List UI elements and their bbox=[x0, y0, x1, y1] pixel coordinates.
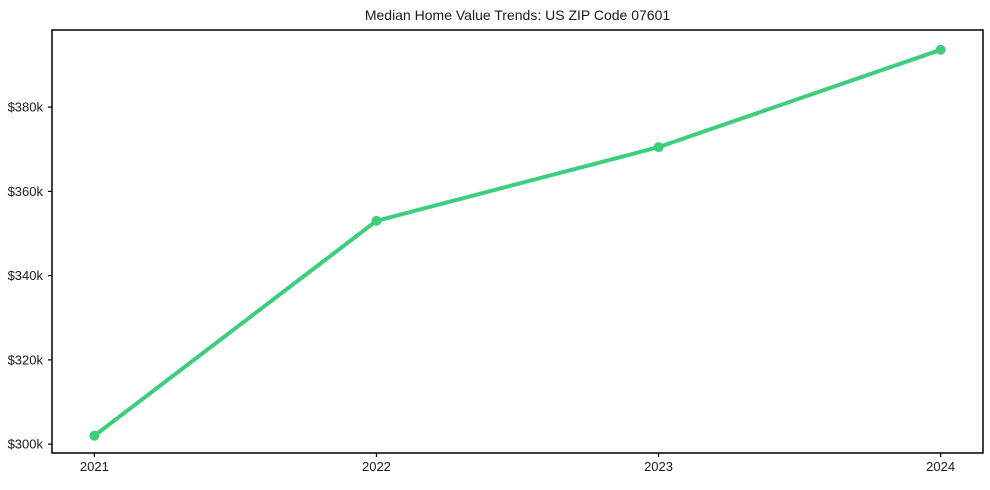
y-tick-label: $320k bbox=[8, 352, 44, 367]
data-point-marker bbox=[89, 430, 100, 441]
data-point-marker bbox=[653, 142, 664, 153]
y-tick-label: $300k bbox=[8, 437, 44, 452]
chart-title: Median Home Value Trends: US ZIP Code 07… bbox=[364, 7, 671, 23]
data-point-marker bbox=[371, 215, 382, 226]
x-tick-label: 2021 bbox=[80, 459, 109, 474]
x-tick-label: 2023 bbox=[644, 459, 673, 474]
y-tick-label: $380k bbox=[8, 100, 44, 115]
y-tick-label: $340k bbox=[8, 268, 44, 283]
x-tick-label: 2022 bbox=[362, 459, 391, 474]
x-tick-label: 2024 bbox=[926, 459, 955, 474]
plot-border bbox=[51, 29, 984, 454]
y-tick-label: $360k bbox=[8, 184, 44, 199]
data-point-marker bbox=[935, 44, 946, 55]
trend-line bbox=[92, 47, 943, 438]
